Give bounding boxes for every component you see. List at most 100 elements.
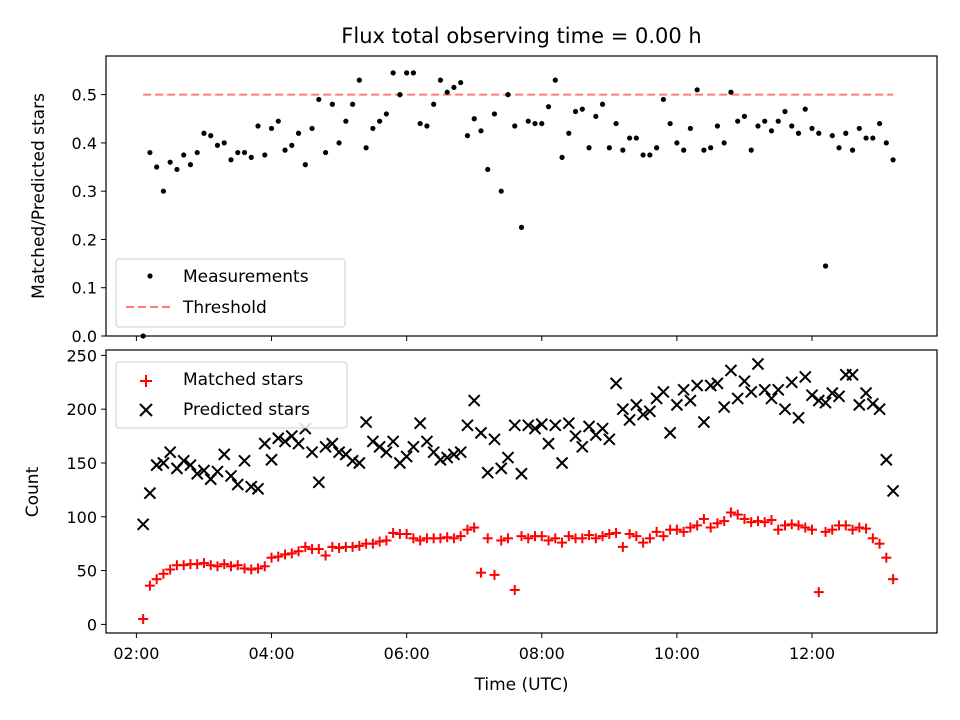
predicted-star-point [495, 462, 508, 475]
matched-star-point [334, 542, 345, 553]
count-y-tick-label: 50 [77, 562, 97, 581]
predicted-marker-b [630, 398, 643, 412]
measurement-point [593, 113, 599, 119]
matched-star-point [408, 533, 419, 544]
predicted-star-point [630, 398, 643, 412]
measurement-point [316, 96, 322, 103]
predicted-marker-b [163, 446, 177, 459]
measurement-point [424, 123, 430, 129]
matched-star-point [888, 574, 899, 585]
matched-star-point [212, 561, 223, 572]
count-x-tick-label: 02:00 [113, 644, 159, 663]
matched-star-point [293, 546, 304, 557]
predicted-marker-b [285, 429, 298, 443]
predicted-marker-b [366, 435, 380, 448]
ratio-panel: 0.0 0.1 0.2 0.3 0.4 0.5 Matched/Predicted sta… [29, 55, 938, 346]
matched-star-point [611, 527, 622, 538]
matched-star-point [543, 535, 554, 546]
predicted-star-point [657, 385, 670, 399]
predicted-star-point [738, 374, 751, 388]
ratio-panel-frame [105, 55, 938, 337]
predicted-star-point [380, 446, 393, 459]
predicted-marker-b [731, 392, 744, 405]
predicted-star-point [218, 448, 231, 461]
measurement-point [849, 147, 856, 153]
predicted-marker-b [474, 426, 488, 440]
matched-star-point [280, 549, 291, 560]
measurement-point [255, 123, 261, 129]
predicted-marker-b [386, 435, 400, 448]
count-x-tick-label: 10:00 [654, 644, 700, 663]
matched-star-point [881, 552, 892, 563]
predicted-star-point [400, 450, 413, 463]
measurement-point [241, 149, 248, 156]
matched-star-point [259, 561, 270, 572]
chart-title: Flux total observing time = 0.00 h [341, 24, 701, 48]
predicted-marker-b [657, 385, 670, 399]
predicted-marker-b [481, 466, 494, 479]
predicted-marker-b [717, 400, 731, 414]
matched-star-point [807, 524, 818, 535]
predicted-star-point [454, 446, 467, 459]
measurement-point [660, 96, 666, 103]
predicted-marker-b [846, 368, 859, 381]
measurement-point [160, 188, 167, 194]
predicted-star-point [555, 456, 569, 470]
measurement-point [275, 118, 281, 124]
matched-star-point [577, 533, 588, 544]
matched-star-point [678, 526, 689, 537]
predicted-star-point [238, 454, 251, 468]
legend-matched-marker [140, 375, 152, 387]
matched-star-point [496, 535, 507, 546]
matched-star-point [617, 541, 628, 552]
predicted-star-point [765, 392, 778, 405]
matched-star-point [381, 535, 392, 546]
matched-star-point [604, 529, 615, 540]
matched-star-point [475, 567, 486, 578]
measurement-point [174, 166, 180, 173]
measurement-point [154, 164, 160, 170]
predicted-marker-b [258, 437, 271, 450]
measurement-point [701, 147, 707, 153]
count-y-tick-label: 0 [87, 615, 97, 634]
measurement-point [498, 188, 504, 194]
measurement-point [721, 140, 727, 146]
predicted-marker-b [251, 482, 265, 496]
measurement-point [809, 125, 815, 132]
predicted-marker-b [440, 451, 454, 464]
measurement-point [802, 106, 808, 112]
legend-measurements-marker [147, 273, 153, 279]
predicted-star-point [873, 402, 886, 416]
predicted-marker-b [535, 418, 548, 431]
predicted-star-point [643, 405, 657, 418]
predicted-star-point [224, 469, 238, 483]
matched-star-point [300, 541, 311, 552]
predicted-star-point [846, 368, 859, 381]
predicted-star-point [413, 416, 427, 430]
predicted-star-point [826, 386, 839, 400]
matched-star-point [442, 532, 453, 543]
count-panel: 0 50 100 150 200 250 02:00 04:00 06:00 08:00 10:0… [23, 346, 938, 695]
predicted-marker-b [704, 379, 717, 392]
predicted-marker-b [853, 398, 866, 412]
predicted-marker-b [866, 397, 880, 411]
predicted-star-point [616, 402, 630, 416]
predicted-star-point [157, 456, 170, 470]
count-y-tick-label: 150 [66, 454, 97, 473]
predicted-marker-b [542, 437, 555, 450]
ratio-y-tick-label: 0.4 [72, 134, 97, 153]
predicted-star-point [346, 454, 359, 468]
predicted-marker-b [758, 383, 771, 397]
measurement-point [626, 135, 633, 141]
measurement-point [681, 147, 687, 153]
predicted-star-point [292, 437, 305, 450]
measurement-point [512, 123, 518, 129]
predicted-marker-b [191, 467, 204, 480]
predicted-marker-b [218, 448, 231, 461]
count-y-tick-label: 200 [66, 400, 97, 419]
predicted-marker-b [272, 432, 285, 445]
count-y-ticks: 0 50 100 150 200 250 [66, 346, 106, 634]
measurement-point [829, 133, 835, 139]
predicted-star-point [663, 426, 677, 440]
predicted-marker-b [812, 394, 825, 407]
